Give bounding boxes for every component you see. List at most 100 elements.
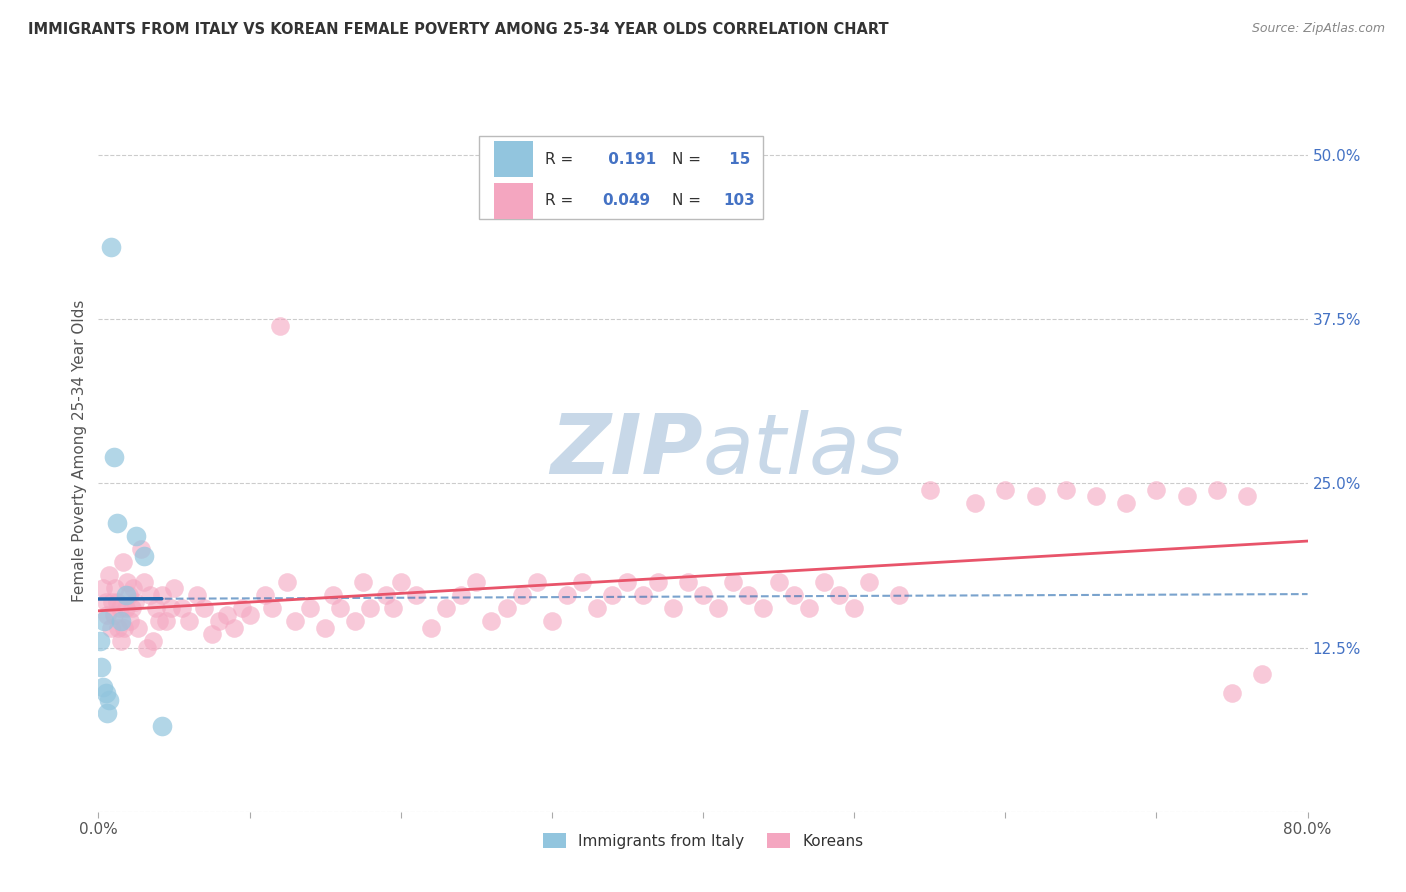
Point [193, 601, 215, 615]
Point [132, 574, 155, 589]
Point [98, 693, 121, 707]
Point [93, 614, 115, 628]
Point [118, 588, 141, 602]
Point [96, 607, 118, 622]
Point [105, 594, 128, 608]
Point [661, 601, 683, 615]
Point [142, 634, 165, 648]
Text: N =: N = [672, 194, 700, 209]
Point [150, 719, 173, 733]
Point [434, 601, 457, 615]
Point [103, 607, 125, 622]
Point [108, 601, 131, 615]
Point [994, 483, 1017, 497]
FancyBboxPatch shape [494, 141, 533, 178]
Point [322, 588, 344, 602]
Point [1251, 666, 1274, 681]
Point [104, 582, 127, 596]
Point [111, 555, 134, 569]
Point [344, 614, 367, 628]
Point [132, 549, 155, 563]
Point [155, 614, 177, 628]
FancyBboxPatch shape [479, 136, 763, 219]
Point [586, 601, 609, 615]
Text: 0.049: 0.049 [603, 194, 651, 209]
Point [284, 614, 307, 628]
Text: Source: ZipAtlas.com: Source: ZipAtlas.com [1251, 22, 1385, 36]
Point [692, 588, 714, 602]
Point [179, 614, 201, 628]
Point [276, 574, 298, 589]
Point [135, 640, 157, 655]
Point [150, 588, 173, 602]
Point [201, 627, 224, 641]
Point [139, 588, 162, 602]
Point [91, 680, 114, 694]
Point [239, 607, 262, 622]
Point [723, 574, 745, 589]
Point [129, 541, 152, 556]
Point [125, 529, 148, 543]
Text: 0.191: 0.191 [603, 152, 655, 167]
Point [571, 574, 593, 589]
Legend: Immigrants from Italy, Koreans: Immigrants from Italy, Koreans [537, 827, 869, 855]
Point [299, 601, 322, 615]
Point [121, 601, 143, 615]
Point [148, 614, 170, 628]
Point [707, 601, 730, 615]
Text: atlas: atlas [703, 410, 904, 491]
Point [114, 588, 136, 602]
Text: 15: 15 [724, 152, 749, 167]
Point [115, 574, 138, 589]
Point [105, 516, 128, 530]
Point [186, 588, 208, 602]
Point [329, 601, 352, 615]
Point [120, 614, 142, 628]
Point [314, 621, 336, 635]
Point [737, 588, 759, 602]
Point [389, 574, 412, 589]
Point [262, 601, 284, 615]
Point [647, 574, 669, 589]
Point [96, 706, 118, 721]
Point [145, 601, 167, 615]
Point [231, 601, 253, 615]
Point [405, 588, 427, 602]
Point [540, 614, 562, 628]
Point [208, 614, 231, 628]
Point [752, 601, 775, 615]
Point [1175, 490, 1198, 504]
Point [101, 594, 124, 608]
Point [100, 621, 122, 635]
Point [98, 568, 121, 582]
Point [215, 607, 238, 622]
Point [89, 634, 111, 648]
Point [602, 588, 624, 602]
Point [797, 601, 820, 615]
Point [94, 594, 117, 608]
Point [103, 450, 125, 464]
Point [1236, 490, 1258, 504]
Point [465, 574, 488, 589]
Point [481, 614, 503, 628]
Point [1206, 483, 1229, 497]
Point [160, 601, 183, 615]
Text: 103: 103 [724, 194, 755, 209]
Point [269, 318, 291, 333]
Point [127, 621, 149, 635]
Point [420, 621, 443, 635]
Point [170, 601, 193, 615]
Point [783, 588, 806, 602]
Point [510, 588, 533, 602]
Point [1115, 496, 1137, 510]
Point [450, 588, 472, 602]
Point [110, 614, 132, 628]
Point [107, 621, 129, 635]
Point [360, 601, 382, 615]
Text: N =: N = [672, 152, 700, 167]
Point [844, 601, 866, 615]
Point [813, 574, 835, 589]
Point [163, 582, 186, 596]
Point [1220, 686, 1243, 700]
Point [110, 634, 132, 648]
